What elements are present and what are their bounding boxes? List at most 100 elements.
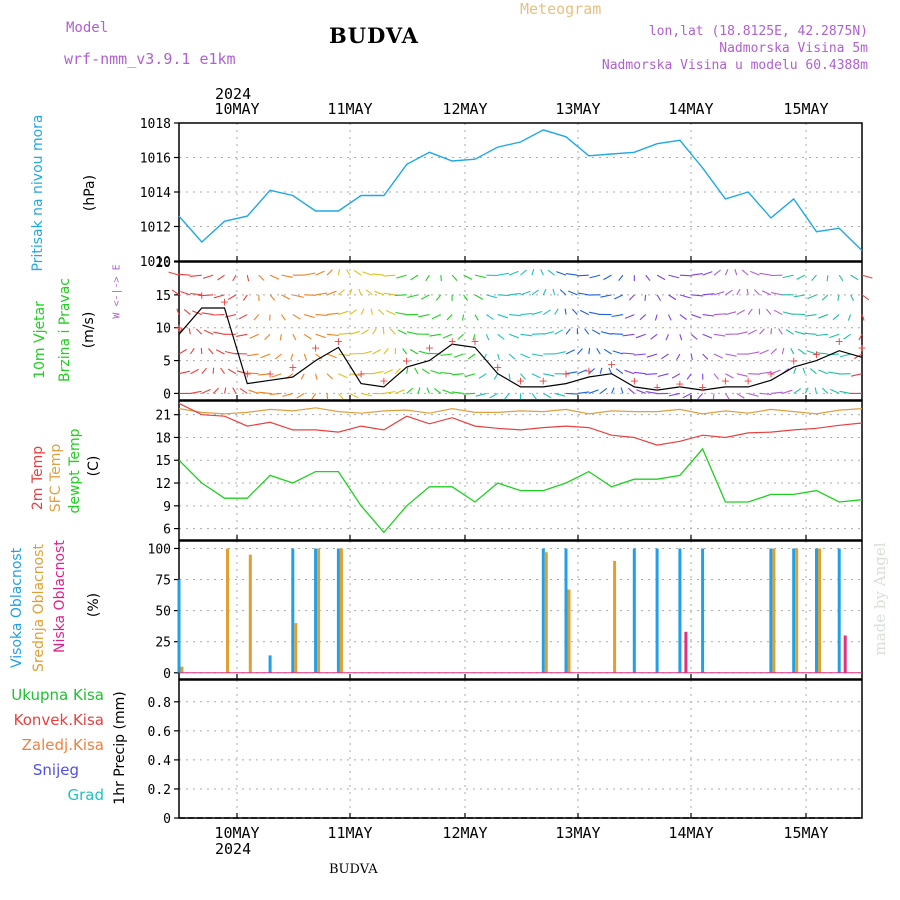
wind-barb [615,368,624,375]
wind-barb [360,308,365,315]
y-tick-label: 1014 [140,186,171,201]
wind-barb [433,387,442,394]
pressure-line [178,129,863,252]
wind-barb [326,373,333,380]
wind-barb [713,333,726,337]
wind-barb [326,269,333,276]
wind-gust-marker: + [379,374,388,387]
wind-barb [213,294,225,299]
wind-barb [542,309,551,316]
wind-barb [636,389,646,394]
wind-barb [417,387,421,394]
top-date-label: 13MAY [555,100,600,118]
wind-barb [421,368,430,375]
wind-barb [315,373,318,380]
cloud-bar-mid [294,623,298,673]
wind-barb [442,389,453,394]
wind-barb [190,368,199,375]
top-date-label: 12MAY [442,100,487,118]
wind-barb [509,314,521,317]
wind-barb [383,274,396,277]
wind-barb [645,373,658,375]
wind-barb [554,392,566,397]
wind-barb [409,349,419,355]
wind-barb [571,308,578,315]
wind-gust-markers: + + + + + + + + + + + + + + + + + + + + + + + + + + + + + + + [174,289,866,394]
wind-barb [349,352,362,355]
wind-barb [451,373,464,376]
wind-barb [816,333,828,337]
y-tick-label: 0.8 [148,696,171,711]
wind-barb [610,333,623,335]
wind-barb [645,274,651,282]
wind-barb [765,308,772,315]
wind-gust-marker: + [744,374,753,387]
wind-barb [303,353,308,361]
wind-barb [326,312,339,316]
cloud-bar-mid [226,548,229,673]
wind-barb [508,353,516,360]
wind-barb [304,314,315,319]
wind-barb [430,369,441,375]
wind-barb [457,333,464,340]
wind-barb [195,328,203,335]
wind-barb [654,314,658,321]
wind-gust-marker: + [288,361,297,374]
bottom-date-label: 11MAY [327,824,372,842]
wind-barb [759,349,769,355]
wind-barb [770,348,777,355]
top-year-label: 2024 [215,85,252,103]
wind-barb [770,391,783,394]
wind-barb [540,269,544,276]
cloud-bar-mid [795,548,799,673]
wind-barb [554,308,559,315]
wind-barb [567,290,578,296]
wind-barb [804,387,809,394]
wind-barb [577,292,589,296]
wind-barb [724,393,730,400]
wind-barb [395,311,407,316]
wind-barb [520,290,531,296]
wind-barb [565,349,575,355]
wind-gust-marker: + [721,374,730,387]
wind-gust-marker: + [698,381,707,394]
wind-speed-line [178,307,863,391]
wind-gust-marker: + [448,335,457,348]
wind-barb [793,388,802,394]
wind-gust-marker: + [675,378,684,391]
panel-frame [178,540,863,680]
wind-barb [474,294,484,300]
wind-barb [440,372,453,375]
y-tick-label: 1010 [140,255,171,270]
wind-barb [220,367,225,375]
wind-barb [600,294,612,298]
wind-barb [793,313,806,316]
y-tick-label: 0 [163,387,171,402]
wind-barb [178,348,187,355]
wind-barb [520,269,527,276]
wind-barb [201,312,214,316]
wind-barb [565,371,578,375]
wind-barb [446,314,453,321]
wind-barb [429,333,441,337]
cloud-bar-high [541,548,545,673]
wind-gust-marker: + [812,348,821,361]
wind-barb [624,314,635,319]
wind-barb [188,328,191,335]
wind-barb [577,369,587,375]
wind-barb [486,294,498,299]
wind-barb [565,328,571,335]
wind-barb [748,351,760,355]
wind-barb [442,333,453,339]
wind-barb [406,367,409,374]
wind-barb [326,290,337,296]
wind-barbs [168,269,873,400]
lonlat-label: lon,lat (18.8125E, 42.2875N) [648,24,868,39]
wind-barb [622,333,635,337]
wind-barb [246,275,250,282]
wind-barb [611,314,624,318]
wind-barb [627,387,635,394]
wind-barb [821,294,829,301]
wind-barb [238,314,248,320]
footer-title: BUDVA [329,862,378,877]
